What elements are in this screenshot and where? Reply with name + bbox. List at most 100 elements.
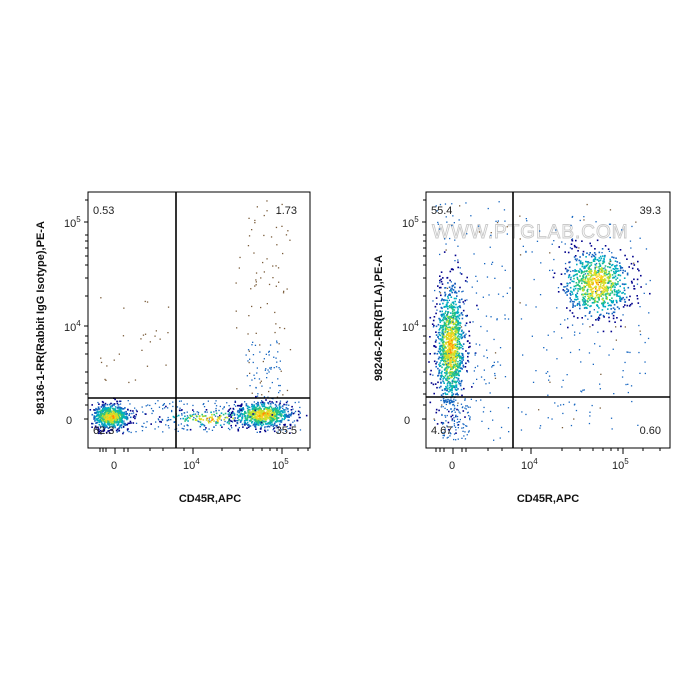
event-point — [464, 398, 466, 400]
event-point — [228, 422, 231, 424]
event-point — [462, 331, 465, 334]
event-point — [443, 388, 446, 390]
event-point — [569, 351, 572, 354]
event-point — [616, 306, 619, 308]
event-point — [198, 421, 200, 423]
event-point — [571, 293, 574, 295]
event-point — [158, 406, 161, 408]
event-point — [616, 317, 618, 319]
event-point — [120, 424, 122, 427]
event-point — [455, 350, 457, 353]
event-point — [451, 329, 454, 332]
event-point — [457, 331, 459, 333]
event-point — [591, 404, 593, 407]
event-point — [437, 350, 440, 353]
event-point — [649, 279, 651, 282]
event-point — [114, 410, 116, 412]
event-point — [582, 275, 584, 277]
event-point — [274, 411, 276, 414]
event-point — [473, 253, 475, 255]
event-point — [269, 367, 271, 369]
event-point — [162, 404, 164, 406]
event-point — [268, 425, 271, 428]
event-point — [604, 274, 607, 277]
event-point — [248, 235, 251, 237]
event-point — [240, 409, 242, 411]
event-point — [452, 386, 455, 389]
event-point — [251, 420, 254, 423]
event-point — [457, 424, 459, 426]
event-point — [161, 419, 164, 421]
event-point — [224, 417, 226, 419]
event-point — [596, 293, 599, 296]
event-point — [599, 407, 601, 409]
event-point — [103, 419, 106, 422]
event-point — [449, 363, 452, 366]
event-point — [590, 283, 592, 286]
event-point — [446, 306, 448, 308]
event-point — [571, 215, 574, 218]
event-point — [259, 407, 262, 410]
event-point — [298, 416, 301, 419]
event-point — [504, 318, 506, 320]
event-point — [270, 413, 272, 415]
event-point — [449, 382, 451, 385]
event-point — [585, 293, 587, 296]
event-point — [254, 410, 257, 413]
event-point — [101, 423, 103, 425]
event-point — [564, 251, 566, 253]
event-point — [433, 345, 436, 348]
event-point — [289, 414, 291, 416]
y-tick-2-base-isotype: 10 — [64, 218, 76, 230]
event-point — [645, 248, 648, 250]
event-point — [614, 283, 617, 285]
event-point — [572, 288, 575, 291]
event-point — [460, 367, 462, 370]
event-point — [594, 298, 596, 300]
event-point — [442, 422, 444, 424]
event-point — [480, 399, 482, 401]
event-point — [649, 292, 651, 295]
event-point — [453, 351, 456, 354]
event-point — [264, 414, 266, 416]
event-point — [450, 322, 452, 325]
event-point — [601, 282, 604, 284]
event-point — [269, 405, 272, 408]
event-point — [457, 394, 459, 396]
event-point — [442, 328, 444, 331]
event-point — [462, 354, 464, 356]
event-point — [584, 300, 586, 303]
event-point — [584, 267, 586, 269]
event-point — [603, 282, 605, 284]
event-point — [117, 404, 119, 406]
event-point — [462, 366, 465, 368]
event-point — [443, 382, 445, 384]
event-point — [457, 379, 459, 381]
event-point — [227, 410, 229, 413]
y-axis-title-isotype: 98136-1-RR(Rabbit IgG Isotype),PE-A — [35, 221, 47, 415]
event-point — [639, 372, 641, 374]
event-point — [452, 303, 455, 305]
event-point — [93, 415, 96, 417]
event-point — [253, 414, 256, 416]
event-point — [443, 334, 445, 336]
event-point — [587, 278, 589, 281]
event-point — [280, 370, 282, 372]
event-point — [502, 295, 504, 298]
event-point — [452, 367, 454, 369]
event-point — [629, 240, 632, 242]
event-point — [225, 416, 228, 419]
event-point — [598, 289, 600, 292]
event-point — [455, 374, 458, 376]
event-point — [235, 282, 237, 284]
event-point — [445, 403, 447, 406]
event-point — [463, 303, 465, 305]
event-point — [598, 262, 601, 265]
event-point — [627, 286, 630, 289]
event-point — [598, 251, 601, 254]
event-point — [439, 362, 441, 364]
event-point — [100, 414, 102, 417]
event-point — [100, 429, 102, 432]
event-point — [560, 283, 562, 285]
event-point — [452, 306, 454, 309]
